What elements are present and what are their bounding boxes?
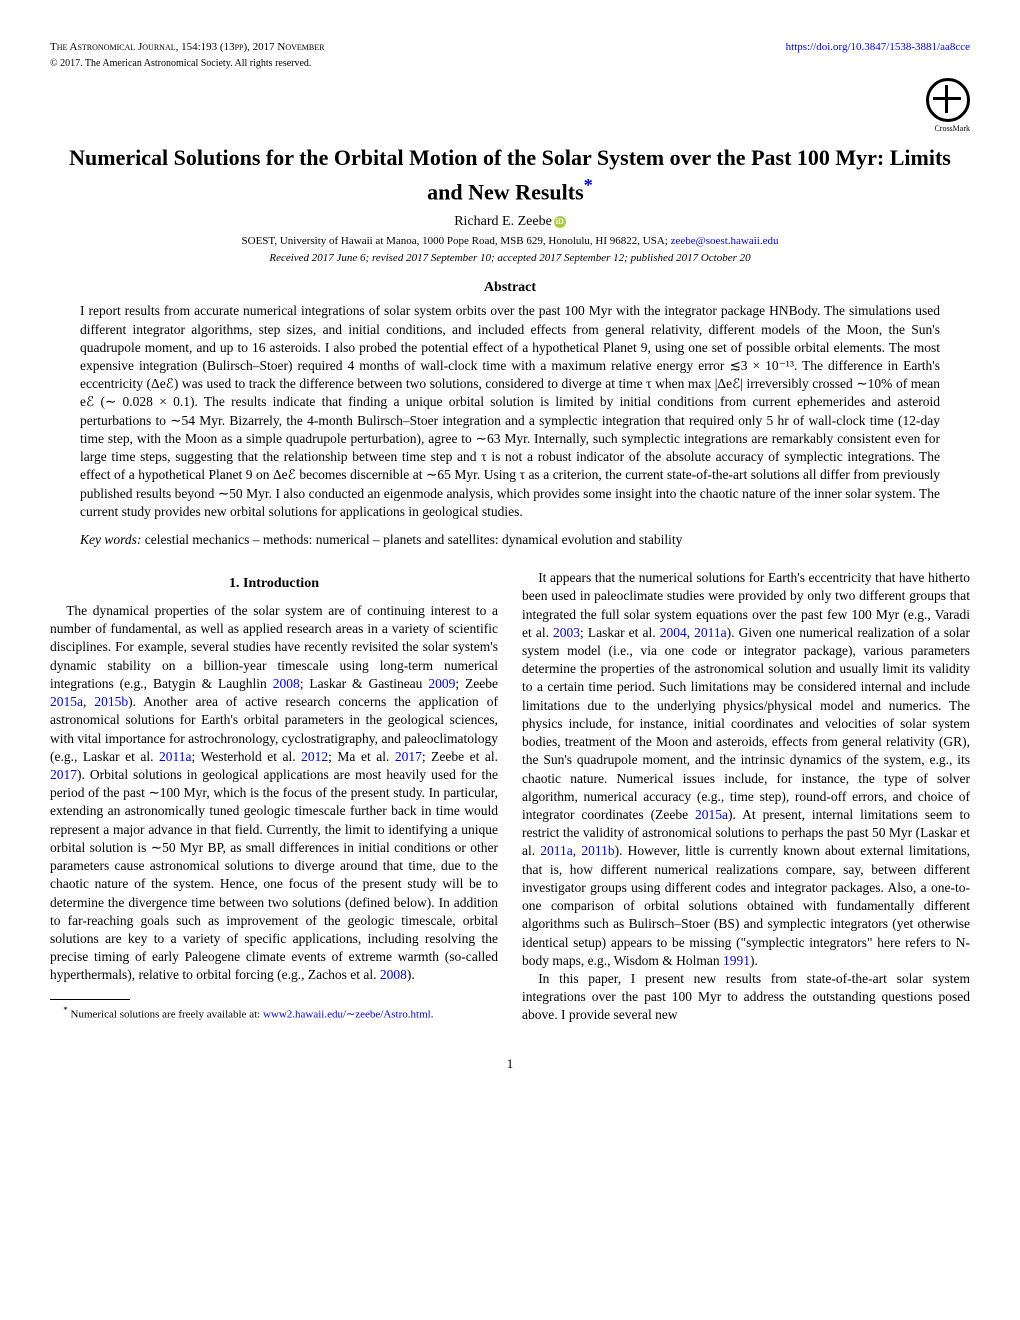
ref-ma-2017[interactable]: 2017 bbox=[395, 749, 422, 764]
paper-title: Numerical Solutions for the Orbital Moti… bbox=[50, 143, 970, 207]
intro-para-3: In this paper, I present new results fro… bbox=[522, 970, 970, 1025]
affiliation-line: SOEST, University of Hawaii at Manoa, 10… bbox=[50, 234, 970, 249]
author-line: Richard E. ZeebeiD bbox=[50, 213, 970, 232]
orcid-icon[interactable]: iD bbox=[554, 216, 566, 228]
doi-link[interactable]: https://doi.org/10.3847/1538-3881/aa8cce bbox=[786, 40, 970, 55]
footnote-link[interactable]: www2.hawaii.edu/∼zeebe/Astro.html bbox=[263, 1008, 431, 1020]
ref-westerhold-2012[interactable]: 2012 bbox=[301, 749, 328, 764]
ref-laskar-2004[interactable]: 2004 bbox=[660, 625, 687, 640]
ref-laskar-2011a-2[interactable]: 2011a bbox=[694, 625, 727, 640]
keywords-text: celestial mechanics – methods: numerical… bbox=[141, 532, 682, 547]
ref-batygin-2008[interactable]: 2008 bbox=[273, 676, 300, 691]
body-columns: 1. Introduction The dynamical properties… bbox=[50, 569, 970, 1024]
title-text: Numerical Solutions for the Orbital Moti… bbox=[69, 145, 951, 204]
ref-zeebe-2017[interactable]: 2017 bbox=[50, 767, 77, 782]
ref-zeebe-2015b[interactable]: 2015b bbox=[94, 694, 128, 709]
ref-laskar-2011a-3[interactable]: 2011a bbox=[540, 843, 573, 858]
author-email[interactable]: zeebe@soest.hawaii.edu bbox=[671, 235, 779, 247]
ref-zeebe-2015a-2[interactable]: 2015a bbox=[695, 807, 728, 822]
keywords-label: Key words: bbox=[80, 532, 141, 547]
section-1-heading: 1. Introduction bbox=[50, 575, 498, 594]
ref-wisdom-1991[interactable]: 1991 bbox=[723, 953, 750, 968]
journal-header: The Astronomical Journal, 154:193 (13pp)… bbox=[50, 40, 324, 55]
footnote-rule bbox=[50, 999, 130, 1000]
affiliation-text: SOEST, University of Hawaii at Manoa, 10… bbox=[242, 235, 671, 247]
keywords-line: Key words: celestial mechanics – methods… bbox=[80, 531, 940, 549]
abstract-heading: Abstract bbox=[50, 279, 970, 298]
abstract-text: I report results from accurate numerical… bbox=[80, 302, 940, 521]
copyright-line: © 2017. The American Astronomical Societ… bbox=[50, 57, 970, 71]
footnote-1: * Numerical solutions are freely availab… bbox=[50, 1004, 498, 1023]
ref-zachos-2008[interactable]: 2008 bbox=[380, 967, 407, 982]
intro-para-1: The dynamical properties of the solar sy… bbox=[50, 602, 498, 985]
intro-para-2: It appears that the numerical solutions … bbox=[522, 569, 970, 970]
page-number: 1 bbox=[50, 1055, 970, 1073]
crossmark-icon[interactable] bbox=[926, 78, 970, 122]
author-name: Richard E. Zeebe bbox=[454, 214, 552, 229]
title-footnote-marker[interactable]: * bbox=[584, 175, 593, 195]
pub-dates: Received 2017 June 6; revised 2017 Septe… bbox=[50, 251, 970, 266]
ref-varadi-2003[interactable]: 2003 bbox=[553, 625, 580, 640]
ref-laskar-2011b[interactable]: 2011b bbox=[581, 843, 614, 858]
ref-laskar-2011a[interactable]: 2011a bbox=[159, 749, 192, 764]
crossmark-label: CrossMark bbox=[50, 124, 970, 135]
ref-zeebe-2015a[interactable]: 2015a bbox=[50, 694, 83, 709]
ref-laskar-2009[interactable]: 2009 bbox=[428, 676, 455, 691]
